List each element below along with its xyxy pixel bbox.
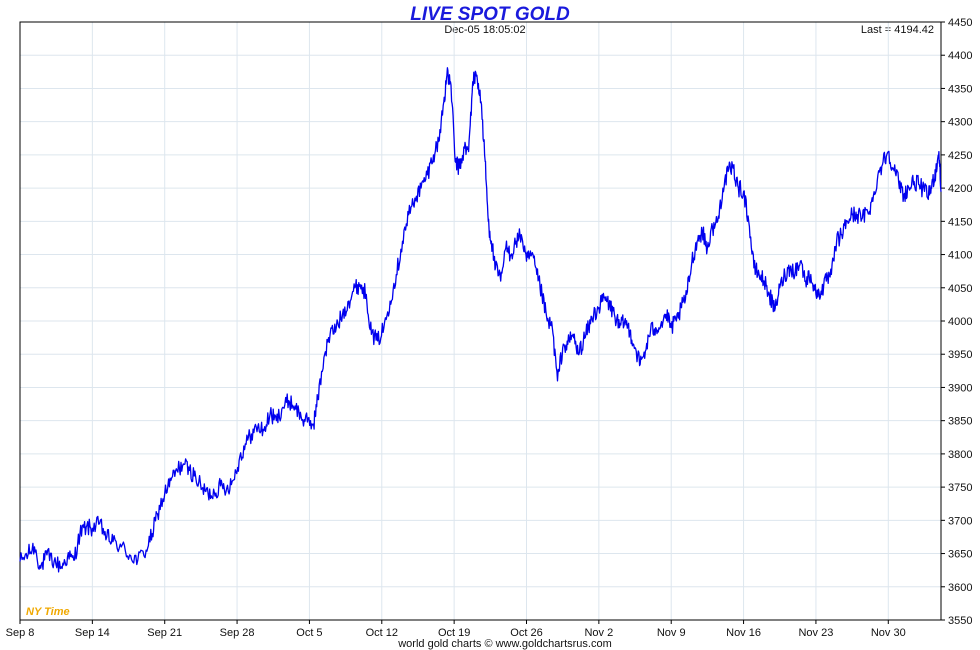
x-tick-label: Nov 9	[657, 627, 686, 639]
y-tick-label: 3950	[948, 349, 972, 361]
y-tick-label: 4150	[948, 216, 972, 228]
x-tick-label: Sep 8	[6, 627, 35, 639]
y-tick-label: 3600	[948, 582, 972, 594]
y-tick-label: 4350	[948, 83, 972, 95]
series-line-0	[19, 67, 942, 573]
y-tick-label: 3800	[948, 449, 972, 461]
y-tick-label: 3650	[948, 549, 972, 561]
x-tick-label: Nov 30	[871, 627, 906, 639]
x-tick-label: Nov 16	[726, 627, 761, 639]
y-tick-label: 4250	[948, 150, 972, 162]
x-tick-label: Nov 23	[798, 627, 833, 639]
series-layer	[19, 67, 942, 573]
y-tick-label: 4300	[948, 117, 972, 129]
x-tick-label: Sep 28	[220, 627, 255, 639]
y-tick-label: 3700	[948, 515, 972, 527]
last-price-label: Last = 4194.42	[861, 24, 934, 36]
y-tick-label: 3750	[948, 482, 972, 494]
y-tick-label: 4400	[948, 50, 972, 62]
x-tick-label: Oct 26	[510, 627, 542, 639]
y-tick-label: 4100	[948, 250, 972, 262]
grid-lines	[19, 21, 941, 621]
y-axis: 3550 3600 3650 3700 3750 3800 3850 3900 3950 4000…	[941, 17, 972, 627]
footer-credit: world gold charts © www.goldchartsrus.co…	[397, 638, 612, 650]
x-tick-label: Sep 14	[75, 627, 110, 639]
y-tick-label: 4450	[948, 17, 972, 29]
y-tick-label: 3550	[948, 615, 972, 627]
y-tick-label: 3900	[948, 382, 972, 394]
x-axis: Sep 8 Sep 14 Sep 21 Sep 28 Oct 5 Oct 12 Oct 19…	[6, 620, 906, 639]
chart-title: LIVE SPOT GOLD	[410, 4, 570, 25]
y-tick-label: 4000	[948, 316, 972, 328]
y-tick-label: 4200	[948, 183, 972, 195]
x-tick-label: Oct 19	[438, 627, 470, 639]
y-tick-label: 3850	[948, 416, 972, 428]
x-tick-label: Oct 5	[296, 627, 322, 639]
y-tick-label: 4050	[948, 283, 972, 295]
x-tick-label: Sep 21	[147, 627, 182, 639]
chart-timestamp: Dec-05 18:05:02	[444, 24, 525, 36]
x-tick-label: Oct 12	[366, 627, 398, 639]
timezone-label: NY Time	[26, 606, 70, 618]
x-tick-label: Nov 2	[584, 627, 613, 639]
